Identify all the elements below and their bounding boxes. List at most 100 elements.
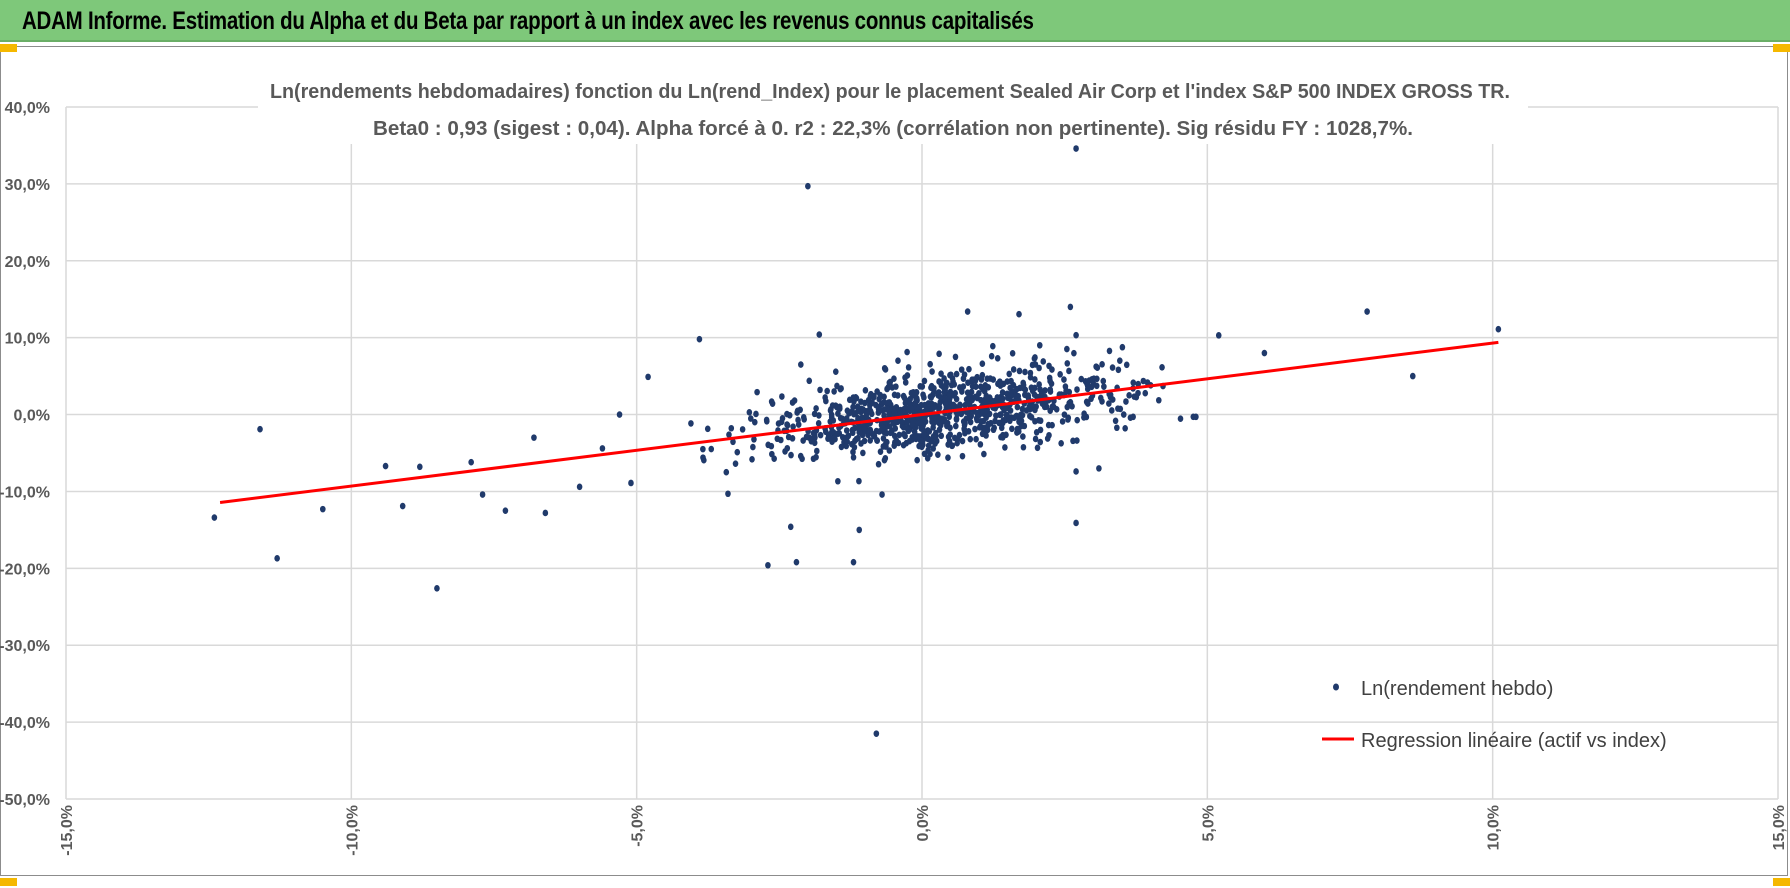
data-point bbox=[959, 452, 966, 460]
data-point bbox=[904, 425, 911, 432]
data-point bbox=[850, 394, 857, 401]
legend-label-regression: Regression linéaire (actif vs index) bbox=[1361, 730, 1667, 752]
data-point bbox=[838, 385, 844, 392]
data-point bbox=[945, 454, 951, 461]
x-tick-label: 10,0% bbox=[1486, 805, 1503, 850]
y-tick-label: 10,0% bbox=[5, 331, 50, 348]
data-point bbox=[1073, 468, 1079, 475]
data-point bbox=[542, 509, 549, 517]
data-point bbox=[935, 451, 941, 458]
data-point bbox=[873, 730, 880, 737]
data-point bbox=[1106, 400, 1112, 407]
data-point bbox=[1074, 416, 1081, 424]
data-point bbox=[834, 382, 840, 390]
data-point bbox=[956, 431, 963, 439]
data-point bbox=[976, 424, 983, 431]
data-point bbox=[985, 384, 992, 391]
data-point bbox=[1123, 361, 1130, 369]
data-point bbox=[904, 348, 910, 356]
data-point bbox=[913, 394, 920, 402]
y-tick-label: 40,0% bbox=[5, 100, 50, 117]
data-point bbox=[895, 357, 901, 365]
data-point bbox=[928, 437, 935, 445]
data-point bbox=[1021, 422, 1028, 430]
data-point bbox=[978, 417, 984, 425]
data-point bbox=[901, 394, 908, 402]
x-tick-label: -15,0% bbox=[59, 805, 76, 856]
data-point bbox=[479, 491, 486, 498]
data-point bbox=[1016, 310, 1022, 318]
x-tick-label: -5,0% bbox=[630, 805, 647, 847]
data-point bbox=[829, 402, 836, 409]
data-point bbox=[843, 427, 850, 434]
data-point bbox=[861, 425, 868, 433]
data-point bbox=[851, 443, 858, 451]
data-point bbox=[921, 377, 928, 385]
data-point bbox=[1261, 349, 1268, 357]
data-point bbox=[960, 375, 967, 382]
data-point bbox=[1011, 414, 1018, 422]
x-tick-label: 0,0% bbox=[915, 805, 932, 841]
data-point bbox=[1047, 386, 1054, 393]
data-point bbox=[846, 410, 852, 417]
chart-frame bbox=[0, 46, 1788, 876]
data-point bbox=[972, 393, 979, 401]
legend-marker-points bbox=[1333, 683, 1339, 691]
data-point bbox=[1096, 465, 1102, 472]
data-point bbox=[1073, 331, 1079, 339]
data-point bbox=[917, 419, 924, 427]
data-point bbox=[868, 410, 875, 418]
data-point bbox=[953, 416, 960, 423]
data-point bbox=[784, 444, 791, 452]
data-point bbox=[832, 368, 839, 375]
data-point bbox=[926, 428, 933, 435]
data-point bbox=[1029, 387, 1036, 395]
data-point bbox=[879, 491, 885, 498]
data-point bbox=[885, 399, 892, 406]
y-tick-label: 0,0% bbox=[14, 408, 50, 425]
data-point bbox=[887, 429, 894, 437]
data-point bbox=[1045, 421, 1052, 429]
data-point bbox=[965, 428, 972, 435]
data-point bbox=[786, 411, 793, 419]
data-point bbox=[320, 505, 326, 513]
data-point bbox=[645, 373, 651, 381]
data-point bbox=[930, 445, 937, 452]
x-tick-label: 15,0% bbox=[1771, 805, 1788, 850]
data-point bbox=[855, 434, 861, 442]
data-point bbox=[891, 432, 898, 440]
data-point bbox=[1071, 349, 1077, 357]
data-point bbox=[988, 352, 995, 360]
x-tick-label: 5,0% bbox=[1200, 805, 1217, 841]
data-point bbox=[784, 421, 790, 428]
data-point bbox=[811, 410, 818, 418]
data-point bbox=[835, 477, 841, 485]
data-point bbox=[1036, 381, 1042, 388]
regression-line bbox=[219, 340, 1499, 504]
data-point bbox=[599, 445, 606, 452]
data-point bbox=[531, 434, 537, 441]
data-point bbox=[996, 419, 1002, 427]
data-point bbox=[938, 370, 944, 377]
data-point bbox=[904, 372, 911, 379]
chart-title-line1: Ln(rendements hebdomadaires) fonction du… bbox=[270, 81, 1510, 103]
data-point bbox=[816, 331, 823, 338]
data-point bbox=[1109, 396, 1116, 403]
data-point bbox=[502, 507, 509, 514]
data-point bbox=[399, 502, 406, 510]
data-point bbox=[1007, 407, 1014, 414]
data-point bbox=[1193, 413, 1199, 421]
data-point bbox=[211, 514, 218, 521]
data-point bbox=[787, 523, 794, 531]
data-point bbox=[730, 438, 736, 446]
data-point bbox=[1061, 411, 1068, 418]
data-point bbox=[1155, 396, 1162, 404]
data-point bbox=[967, 435, 974, 443]
data-point bbox=[925, 447, 931, 454]
data-point bbox=[881, 412, 887, 420]
y-tick-label: -40,0% bbox=[0, 715, 50, 732]
data-point bbox=[1049, 366, 1055, 373]
data-point bbox=[274, 555, 280, 562]
data-point bbox=[877, 391, 884, 399]
data-point bbox=[931, 413, 938, 421]
